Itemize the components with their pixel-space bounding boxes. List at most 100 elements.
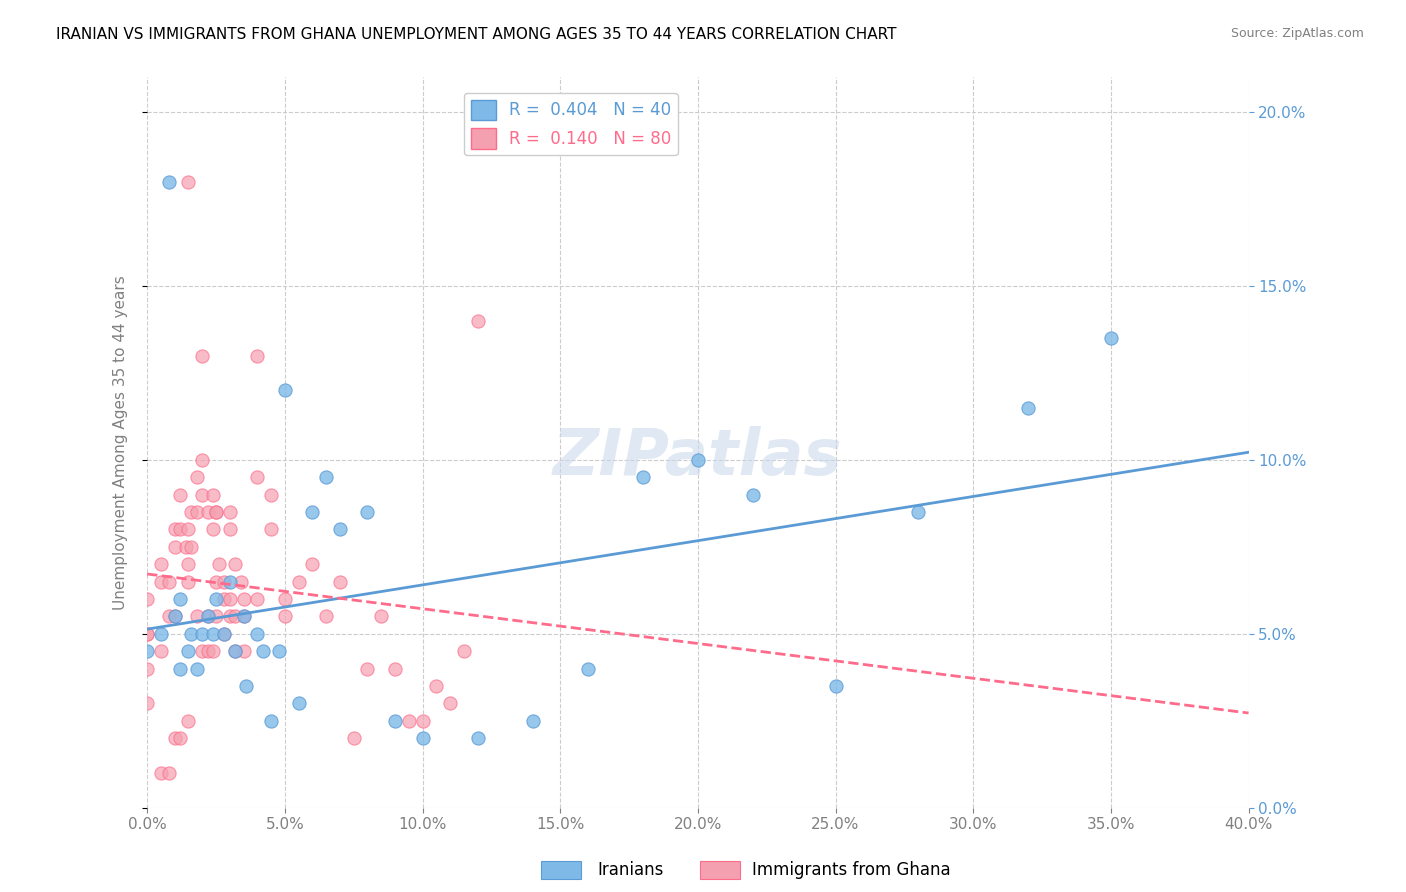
Point	[246, 470, 269, 484]
Point	[197, 505, 219, 519]
Point	[1099, 331, 1122, 345]
Point	[260, 523, 283, 537]
Point	[224, 644, 246, 658]
Point	[686, 453, 709, 467]
Point	[186, 609, 208, 624]
Text: IRANIAN VS IMMIGRANTS FROM GHANA UNEMPLOYMENT AMONG AGES 35 TO 44 YEARS CORRELAT: IRANIAN VS IMMIGRANTS FROM GHANA UNEMPLO…	[56, 27, 897, 42]
Point	[232, 592, 254, 607]
Point	[232, 609, 254, 624]
Point	[169, 662, 191, 676]
Point	[1017, 401, 1039, 415]
Point	[197, 644, 219, 658]
Point	[163, 609, 186, 624]
Point	[169, 523, 191, 537]
Text: ZIPatlas: ZIPatlas	[553, 426, 842, 488]
Point	[907, 505, 929, 519]
Point	[149, 627, 172, 641]
Point	[136, 697, 159, 711]
Point	[287, 574, 309, 589]
Point	[180, 540, 202, 554]
Point	[177, 175, 200, 189]
Point	[214, 574, 236, 589]
Point	[384, 662, 406, 676]
Point	[218, 523, 240, 537]
Point	[343, 731, 366, 746]
Point	[191, 453, 214, 467]
Point	[136, 592, 159, 607]
Point	[224, 609, 246, 624]
Point	[205, 574, 228, 589]
Point	[205, 505, 228, 519]
Point	[301, 505, 323, 519]
Point	[177, 523, 200, 537]
Point	[246, 349, 269, 363]
Point	[177, 644, 200, 658]
Point	[252, 644, 274, 658]
Point	[180, 627, 202, 641]
Point	[824, 679, 846, 693]
Point	[522, 714, 544, 728]
Point	[412, 714, 434, 728]
Point	[177, 714, 200, 728]
Point	[169, 488, 191, 502]
Point	[208, 558, 231, 572]
Point	[169, 731, 191, 746]
Point	[205, 592, 228, 607]
Point	[384, 714, 406, 728]
Point	[136, 627, 159, 641]
Point	[186, 662, 208, 676]
Point	[315, 609, 337, 624]
Point	[191, 627, 214, 641]
Point	[235, 679, 257, 693]
Point	[214, 592, 236, 607]
Point	[260, 714, 283, 728]
Point	[177, 558, 200, 572]
Point	[218, 574, 240, 589]
Point	[246, 592, 269, 607]
Point	[197, 609, 219, 624]
Point	[412, 731, 434, 746]
Point	[205, 505, 228, 519]
Point	[157, 175, 180, 189]
Point	[214, 627, 236, 641]
Point	[287, 697, 309, 711]
Point	[329, 574, 352, 589]
Point	[163, 609, 186, 624]
Point	[157, 609, 180, 624]
Point	[356, 505, 378, 519]
Point	[467, 731, 489, 746]
Point	[425, 679, 447, 693]
Point	[163, 731, 186, 746]
Point	[202, 523, 225, 537]
Point	[576, 662, 599, 676]
Text: Source: ZipAtlas.com: Source: ZipAtlas.com	[1230, 27, 1364, 40]
Legend: R =  0.404   N = 40, R =  0.140   N = 80: R = 0.404 N = 40, R = 0.140 N = 80	[464, 93, 678, 155]
Text: Immigrants from Ghana: Immigrants from Ghana	[752, 861, 950, 879]
Point	[370, 609, 392, 624]
Point	[186, 505, 208, 519]
Point	[149, 574, 172, 589]
Point	[269, 644, 291, 658]
Point	[202, 488, 225, 502]
Point	[246, 627, 269, 641]
Point	[191, 488, 214, 502]
Point	[315, 470, 337, 484]
Point	[149, 558, 172, 572]
Point	[169, 592, 191, 607]
Point	[218, 505, 240, 519]
Text: Iranians: Iranians	[598, 861, 664, 879]
Point	[274, 592, 297, 607]
Point	[157, 765, 180, 780]
Y-axis label: Unemployment Among Ages 35 to 44 years: Unemployment Among Ages 35 to 44 years	[114, 276, 128, 610]
Point	[205, 609, 228, 624]
Point	[301, 558, 323, 572]
Point	[149, 765, 172, 780]
Point	[260, 488, 283, 502]
Point	[177, 574, 200, 589]
Point	[149, 644, 172, 658]
Point	[224, 644, 246, 658]
Point	[398, 714, 420, 728]
Point	[218, 609, 240, 624]
Point	[224, 558, 246, 572]
Point	[356, 662, 378, 676]
